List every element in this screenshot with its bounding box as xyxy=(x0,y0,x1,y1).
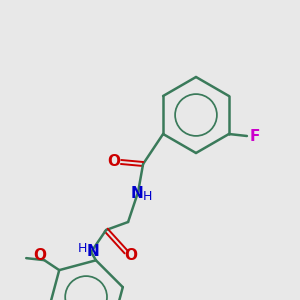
Text: H: H xyxy=(142,190,152,202)
Text: O: O xyxy=(34,248,47,262)
Text: H: H xyxy=(77,242,87,254)
Text: N: N xyxy=(87,244,100,259)
Text: O: O xyxy=(108,154,121,169)
Text: N: N xyxy=(131,185,143,200)
Text: O: O xyxy=(124,248,138,262)
Text: F: F xyxy=(250,128,260,143)
